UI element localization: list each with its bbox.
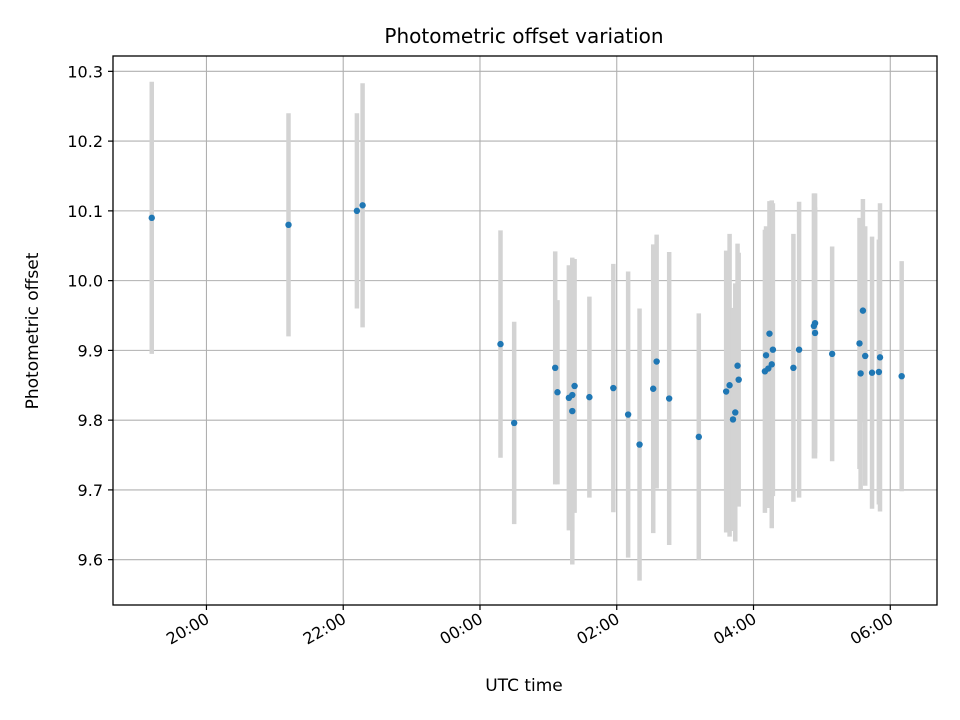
data-point bbox=[769, 346, 777, 353]
data-point bbox=[875, 368, 883, 376]
data-point bbox=[569, 391, 576, 399]
data-points bbox=[148, 202, 905, 448]
y-tick-label: 10.2 bbox=[67, 132, 103, 151]
data-point bbox=[695, 433, 703, 441]
data-point bbox=[148, 214, 155, 222]
y-tick-label: 10.0 bbox=[67, 272, 103, 291]
y-tick-label: 9.7 bbox=[78, 481, 103, 500]
error-bars bbox=[149, 81, 904, 581]
data-point bbox=[734, 362, 741, 369]
data-point bbox=[722, 388, 730, 395]
data-point bbox=[876, 354, 884, 361]
data-point bbox=[586, 393, 593, 401]
x-tick-label: 02:00 bbox=[573, 609, 622, 649]
data-point bbox=[762, 352, 770, 359]
data-point bbox=[732, 409, 739, 416]
data-point bbox=[552, 364, 559, 372]
data-point bbox=[811, 329, 819, 337]
data-point bbox=[856, 340, 863, 347]
x-axis-title: UTC time bbox=[485, 676, 563, 696]
chart-title: Photometric offset variation bbox=[384, 24, 663, 48]
data-point bbox=[729, 416, 737, 423]
data-point bbox=[359, 202, 366, 209]
plot-frame bbox=[112, 55, 938, 606]
data-point bbox=[790, 364, 797, 372]
data-point bbox=[868, 369, 876, 376]
data-point bbox=[766, 330, 773, 337]
x-tick-label: 22:00 bbox=[300, 609, 349, 649]
grid-lines bbox=[113, 56, 937, 605]
y-tick-label: 10.3 bbox=[67, 62, 103, 81]
data-point bbox=[795, 346, 803, 353]
y-tick-label: 9.6 bbox=[78, 551, 103, 570]
x-tick-label: 20:00 bbox=[163, 609, 212, 649]
data-point bbox=[650, 385, 657, 392]
y-tick-label: 9.9 bbox=[78, 341, 103, 360]
data-point bbox=[610, 384, 617, 392]
y-axis-title: Photometric offset bbox=[23, 252, 43, 409]
x-tick-label: 06:00 bbox=[847, 609, 896, 649]
data-point bbox=[636, 441, 643, 448]
data-point bbox=[861, 352, 869, 360]
data-point bbox=[497, 340, 504, 348]
data-point bbox=[571, 382, 578, 390]
data-point bbox=[569, 407, 576, 415]
data-point bbox=[898, 372, 905, 380]
data-point bbox=[285, 221, 292, 229]
data-point bbox=[653, 358, 660, 365]
data-point bbox=[726, 382, 733, 389]
data-point bbox=[857, 370, 864, 377]
data-point bbox=[735, 376, 742, 383]
data-point bbox=[859, 307, 867, 314]
data-point bbox=[811, 319, 819, 327]
x-tick-label: 00:00 bbox=[437, 609, 486, 649]
data-point bbox=[665, 395, 673, 402]
data-point bbox=[828, 350, 836, 358]
data-point bbox=[554, 389, 561, 396]
data-point bbox=[510, 419, 518, 427]
data-point bbox=[768, 361, 775, 368]
data-point bbox=[353, 207, 361, 215]
data-point bbox=[624, 411, 632, 418]
y-tick-label: 9.8 bbox=[78, 411, 103, 430]
x-tick-label: 04:00 bbox=[710, 609, 759, 649]
y-tick-label: 10.1 bbox=[67, 202, 103, 221]
